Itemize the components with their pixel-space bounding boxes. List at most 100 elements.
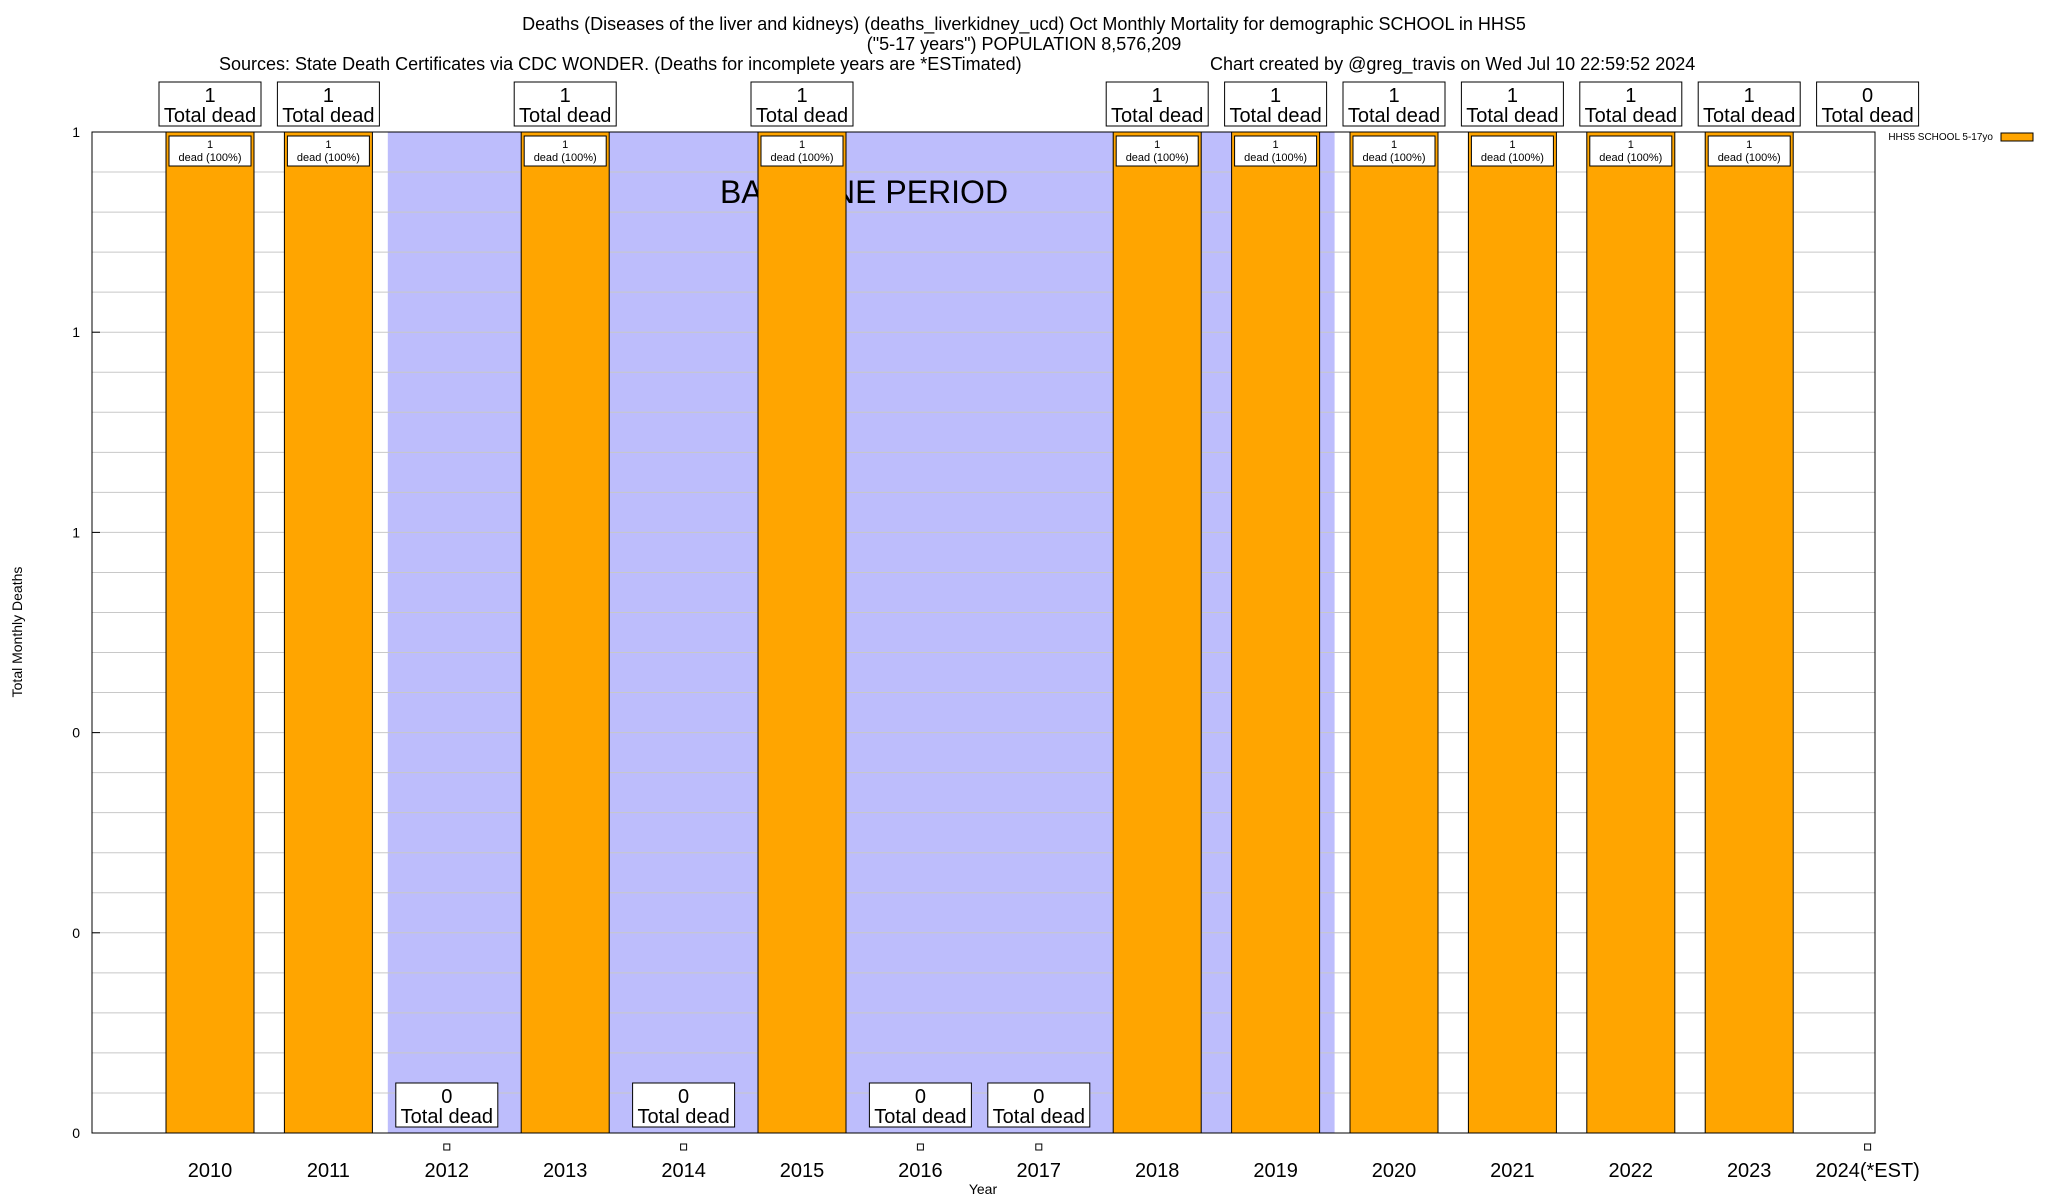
total-label-count: 1 xyxy=(323,85,334,107)
total-label-count: 1 xyxy=(1152,85,1163,107)
y-tick-label: 1 xyxy=(72,324,80,340)
bar-label-box xyxy=(1707,135,1791,167)
bar-label-count: 1 xyxy=(1509,139,1515,151)
bar xyxy=(283,131,373,1134)
total-label-text: Total dead xyxy=(1229,105,1321,127)
x-tick-label: 2011 xyxy=(307,1160,350,1182)
bar xyxy=(1231,131,1321,1134)
total-label-box xyxy=(750,81,854,127)
bar-label-text: dead (100%) xyxy=(179,152,242,164)
bar-label-count: 1 xyxy=(562,139,568,151)
bar-label-text: dead (100%) xyxy=(1363,152,1426,164)
bar-label-box xyxy=(286,135,370,167)
bar xyxy=(520,131,610,1134)
x-tick-label: 2014 xyxy=(661,1160,706,1182)
bar-label-text: dead (100%) xyxy=(1718,152,1781,164)
bar xyxy=(1112,131,1202,1134)
total-label-box xyxy=(158,81,262,127)
bar-label-count: 1 xyxy=(207,139,213,151)
bar-label-text: dead (100%) xyxy=(1599,152,1662,164)
total-label-text: Total dead xyxy=(519,105,611,127)
x-tick-label: 2023 xyxy=(1727,1160,1772,1182)
x-tick-label: 2017 xyxy=(1017,1160,1062,1182)
x-tick-label: 2020 xyxy=(1372,1160,1417,1182)
total-label-box xyxy=(987,1082,1091,1128)
bar-label-text: dead (100%) xyxy=(534,152,597,164)
total-label-text: Total dead xyxy=(1466,105,1558,127)
x-tick-label: 2015 xyxy=(780,1160,825,1182)
total-label-count: 1 xyxy=(1744,85,1755,107)
bar xyxy=(165,131,255,1134)
chart-sources: Sources: State Death Certificates via CD… xyxy=(219,54,1022,74)
plot-frame xyxy=(91,131,1876,1134)
total-label-count: 0 xyxy=(1033,1086,1044,1108)
total-label-box xyxy=(1697,81,1801,127)
total-label-box xyxy=(868,1082,972,1128)
total-label-text: Total dead xyxy=(164,105,256,127)
total-label-box xyxy=(513,81,617,127)
zero-marker xyxy=(680,1143,688,1151)
chart-credit: Chart created by @greg_travis on Wed Jul… xyxy=(1210,54,1696,74)
bar-label-text: dead (100%) xyxy=(1481,152,1544,164)
total-label-count: 1 xyxy=(1625,85,1636,107)
x-tick-label: 2012 xyxy=(425,1160,470,1182)
total-label-text: Total dead xyxy=(1703,105,1795,127)
bar-label-box xyxy=(1352,135,1436,167)
bar-label-text: dead (100%) xyxy=(1126,152,1189,164)
total-label-box xyxy=(1460,81,1564,127)
total-label-text: Total dead xyxy=(282,105,374,127)
bar xyxy=(1467,131,1557,1134)
bar-label-box xyxy=(1470,135,1554,167)
total-label-text: Total dead xyxy=(756,105,848,127)
total-label-box xyxy=(1816,81,1920,127)
total-label-box xyxy=(1342,81,1446,127)
x-tick-label: 2013 xyxy=(543,1160,588,1182)
chart-subtitle: ("5-17 years") POPULATION 8,576,209 xyxy=(866,34,1182,54)
bar-label-box xyxy=(523,135,607,167)
bar-label-box xyxy=(1115,135,1199,167)
legend-label: HHS5 SCHOOL 5-17yo xyxy=(1888,132,1993,143)
bar-label-box xyxy=(1589,135,1673,167)
total-label-count: 0 xyxy=(1862,85,1873,107)
x-tick-label: 2019 xyxy=(1253,1160,1298,1182)
total-label-text: Total dead xyxy=(637,1106,729,1128)
total-label-count: 1 xyxy=(1507,85,1518,107)
zero-marker xyxy=(1035,1143,1043,1151)
x-tick-label: 2010 xyxy=(188,1160,233,1182)
x-tick-label: 2016 xyxy=(898,1160,943,1182)
total-label-count: 1 xyxy=(1270,85,1281,107)
bar-label-count: 1 xyxy=(325,139,331,151)
total-label-count: 1 xyxy=(204,85,215,107)
total-label-count: 0 xyxy=(678,1086,689,1108)
total-label-box xyxy=(395,1082,499,1128)
y-tick-label: 1 xyxy=(72,524,80,540)
y-tick-label: 0 xyxy=(72,1125,80,1141)
bar xyxy=(757,131,847,1134)
total-label-text: Total dead xyxy=(1821,105,1913,127)
x-tick-label: 2021 xyxy=(1490,1160,1535,1182)
total-label-box xyxy=(276,81,380,127)
x-tick-label: 2024(*EST) xyxy=(1815,1160,1920,1182)
bar-label-count: 1 xyxy=(1746,139,1752,151)
x-tick-label: 2018 xyxy=(1135,1160,1180,1182)
total-label-box xyxy=(1224,81,1328,127)
y-tick-label: 0 xyxy=(72,925,80,941)
total-label-text: Total dead xyxy=(401,1106,493,1128)
bar-label-box xyxy=(168,135,252,167)
zero-marker xyxy=(916,1143,924,1151)
bar-label-count: 1 xyxy=(1628,139,1634,151)
total-label-text: Total dead xyxy=(993,1106,1085,1128)
bar xyxy=(1704,131,1794,1134)
x-tick-label: 2022 xyxy=(1609,1160,1654,1182)
total-label-text: Total dead xyxy=(1111,105,1203,127)
total-label-count: 0 xyxy=(441,1086,452,1108)
y-tick-label: 0 xyxy=(72,725,80,741)
total-label-text: Total dead xyxy=(1348,105,1440,127)
bar-label-count: 1 xyxy=(1273,139,1279,151)
bar-label-text: dead (100%) xyxy=(1244,152,1307,164)
total-label-count: 1 xyxy=(1388,85,1399,107)
bar-label-count: 1 xyxy=(1154,139,1160,151)
y-axis-title: Total Monthly Deaths xyxy=(9,567,25,698)
legend-swatch xyxy=(2000,132,2034,142)
